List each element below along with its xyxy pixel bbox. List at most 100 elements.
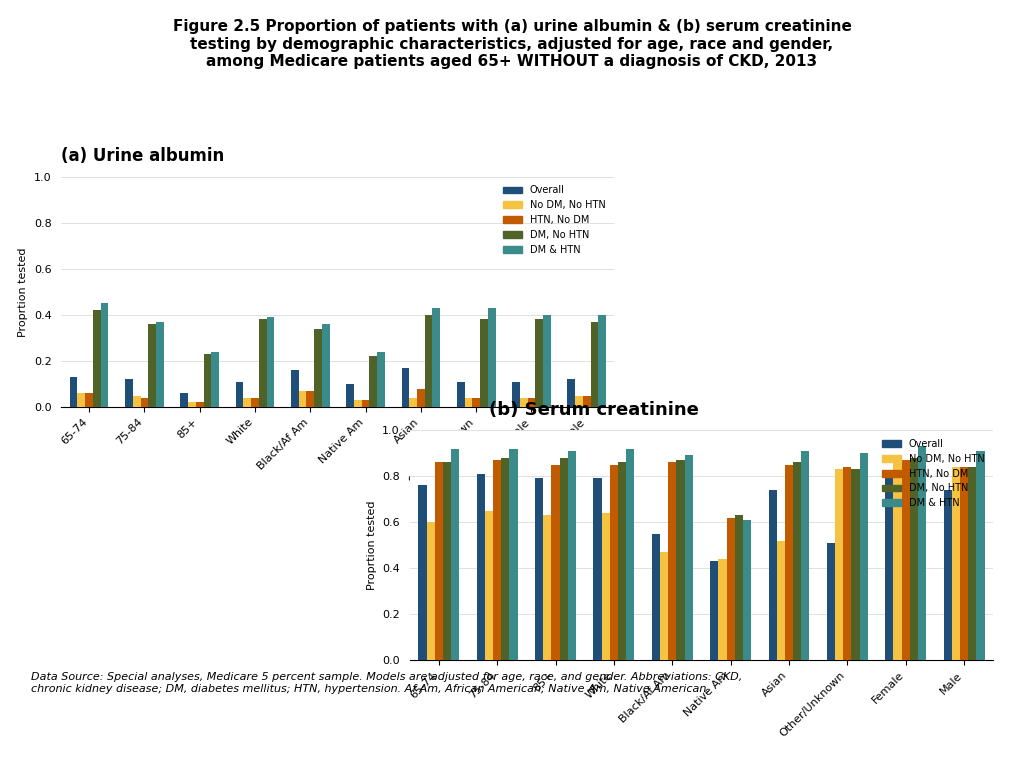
Bar [346,384,354,407]
Bar [156,322,164,407]
Bar [961,467,968,660]
Bar [836,469,844,660]
Bar [512,382,520,407]
Bar [472,398,480,407]
Bar [85,393,93,407]
Legend: Overall, No DM, No HTN, HTN, No DM, DM, No HTN, DM & HTN: Overall, No DM, No HTN, HTN, No DM, DM, … [499,181,609,259]
Y-axis label: Proprtion tested: Proprtion tested [367,501,377,590]
Text: Figure 2.5 Proportion of patients with (a) urine albumin & (b) serum creatinine
: Figure 2.5 Proportion of patients with (… [173,19,851,69]
Bar [527,398,536,407]
Bar [734,515,742,660]
Bar [70,377,78,407]
Bar [976,451,984,660]
Bar [432,308,440,407]
Bar [575,396,583,407]
Text: 12: 12 [969,730,993,748]
Bar [552,465,559,660]
Bar [886,476,894,660]
Bar [594,478,602,660]
Bar [598,315,606,407]
Bar [299,391,306,407]
Bar [377,352,385,407]
Bar [291,370,299,407]
Bar [583,396,591,407]
Bar [742,520,751,660]
Bar [727,518,734,660]
Text: UNITED STATES RENAL DATA SYSTEM: UNITED STATES RENAL DATA SYSTEM [10,753,108,758]
Bar [501,458,509,660]
Bar [78,393,85,407]
Bar [354,400,361,407]
Bar [410,398,417,407]
Bar [827,543,836,660]
Bar [536,319,543,407]
Bar [544,515,552,660]
Text: USRDS: USRDS [27,723,91,741]
Bar [442,462,451,660]
Bar [314,329,322,407]
Bar [851,469,859,660]
Bar [251,398,259,407]
Bar [133,396,140,407]
Text: (a) Urine albumin: (a) Urine albumin [61,147,224,165]
Bar [480,319,487,407]
Bar [266,317,274,407]
Bar [684,455,692,660]
Bar [435,462,442,660]
Bar [425,315,432,407]
Legend: Overall, No DM, No HTN, HTN, No DM, DM, No HTN, DM & HTN: Overall, No DM, No HTN, HTN, No DM, DM, … [878,435,988,512]
Y-axis label: Proprtion tested: Proprtion tested [18,247,29,336]
Bar [188,402,196,407]
Bar [626,449,634,660]
Bar [487,308,496,407]
Bar [419,485,427,660]
Bar [652,534,660,660]
Bar [859,453,867,660]
Bar [244,398,251,407]
Bar [370,356,377,407]
Bar [520,398,527,407]
Bar [457,382,465,407]
Bar [676,460,684,660]
Bar [417,389,425,407]
Bar [148,324,156,407]
Bar [494,460,501,660]
Bar [465,398,472,407]
Bar [669,462,676,660]
Bar [322,324,330,407]
Bar [952,467,961,660]
Bar [968,467,976,660]
Bar [719,559,727,660]
Bar [543,315,551,407]
Bar [944,490,952,660]
Bar [793,462,801,660]
Bar [894,460,902,660]
Bar [801,451,809,660]
Bar [236,382,244,407]
Bar [536,478,544,660]
Bar [196,402,204,407]
Bar [844,467,851,660]
Text: Vol 1, CKD, Ch 2: Vol 1, CKD, Ch 2 [430,730,594,748]
Bar [427,522,435,660]
Bar [660,552,669,660]
Bar [204,354,211,407]
Bar [711,561,719,660]
Bar [559,458,567,660]
Bar [401,368,410,407]
Bar [785,465,793,660]
Bar [769,490,777,660]
Bar [509,449,517,660]
Bar [477,474,485,660]
Bar [591,322,598,407]
Bar [902,460,909,660]
Bar [180,393,188,407]
Bar [211,352,219,407]
Bar [610,465,617,660]
Bar [602,513,610,660]
Bar [140,398,148,407]
Bar [777,541,785,660]
Bar [306,391,314,407]
Bar [485,511,494,660]
Bar [93,310,100,407]
